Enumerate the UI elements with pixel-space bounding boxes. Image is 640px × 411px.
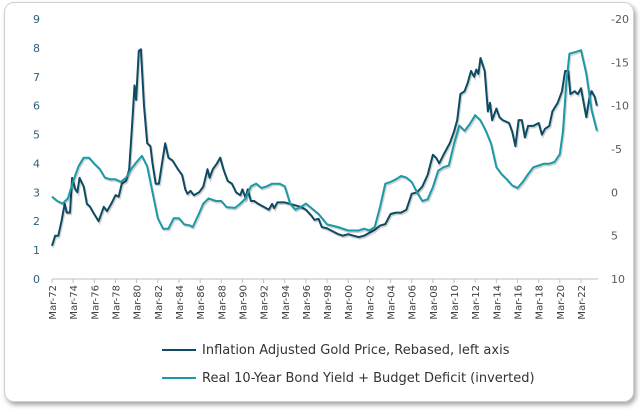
- x-axis-tick-label: Mar-86: [196, 285, 207, 320]
- right-axis-tick-label: -10: [611, 100, 629, 113]
- x-axis-tick-label: Mar-12: [471, 285, 482, 320]
- x-axis-tick-label: Mar-74: [69, 285, 80, 320]
- legend-swatch-gold: [162, 349, 196, 351]
- x-axis-tick-label: Mar-72: [48, 285, 59, 320]
- right-axis-tick-label: 0: [611, 186, 618, 199]
- x-axis-tick-label: Mar-76: [90, 285, 101, 320]
- legend-swatch-bond: [162, 377, 196, 379]
- gold-price-line: [51, 48, 598, 247]
- x-axis-tick-label: Mar-22: [577, 285, 588, 320]
- right-axis-tick-label: -5: [611, 143, 622, 156]
- legend-item-gold: Inflation Adjusted Gold Price, Rebased, …: [162, 336, 535, 364]
- left-axis-tick-label: 9: [33, 13, 40, 26]
- x-axis-tick-label: Mar-02: [365, 285, 376, 320]
- right-axis-tick-label: -20: [611, 13, 629, 26]
- x-axis-tick-label: Mar-80: [133, 285, 144, 320]
- bond-yield-deficit-line: [51, 49, 598, 232]
- left-axis-tick-label: 6: [33, 100, 40, 113]
- left-axis-tick-label: 0: [33, 273, 40, 286]
- x-axis-tick-label: Mar-10: [450, 285, 461, 320]
- left-axis-tick-label: 7: [33, 71, 40, 84]
- x-axis-tick-label: Mar-92: [260, 285, 271, 320]
- legend-item-bond: Real 10-Year Bond Yield + Budget Deficit…: [162, 364, 535, 392]
- right-axis-tick-label: 10: [611, 273, 625, 286]
- x-axis-tick-label: Mar-88: [217, 285, 228, 320]
- x-axis-tick-label: Mar-84: [175, 285, 186, 320]
- x-axis-tick-label: Mar-06: [408, 285, 419, 320]
- x-axis-tick-label: Mar-18: [535, 285, 546, 320]
- legend-label-bond: Real 10-Year Bond Yield + Budget Deficit…: [202, 370, 535, 386]
- x-axis-tick-label: Mar-14: [492, 285, 503, 320]
- left-axis-tick-label: 3: [33, 186, 40, 199]
- right-axis-tick-label: -15: [611, 56, 629, 69]
- legend-label-gold: Inflation Adjusted Gold Price, Rebased, …: [202, 342, 510, 358]
- left-axis-tick-label: 2: [33, 215, 40, 228]
- x-axis-tick-label: Mar-82: [154, 285, 165, 320]
- chart-card: [4, 2, 634, 402]
- x-axis-tick-label: Mar-78: [111, 285, 122, 320]
- left-axis-tick-label: 1: [33, 244, 40, 257]
- x-axis-tick-label: Mar-20: [556, 285, 567, 320]
- x-axis-tick-label: Mar-16: [514, 285, 525, 320]
- left-axis-tick-label: 8: [33, 42, 40, 55]
- x-axis-tick-label: Mar-96: [302, 285, 313, 320]
- right-axis-tick-label: 5: [611, 230, 618, 243]
- left-axis-tick-label: 4: [33, 157, 40, 170]
- x-axis-tick-label: Mar-00: [344, 285, 355, 320]
- x-axis-tick-label: Mar-08: [429, 285, 440, 320]
- legend: Inflation Adjusted Gold Price, Rebased, …: [162, 336, 535, 392]
- x-axis-tick-label: Mar-98: [323, 285, 334, 320]
- left-axis-tick-label: 5: [33, 129, 40, 142]
- x-axis-tick-label: Mar-90: [238, 285, 249, 320]
- x-axis-tick-label: Mar-94: [281, 285, 292, 320]
- x-axis-tick-label: Mar-04: [387, 285, 398, 320]
- series-shadow-0: [51, 48, 599, 248]
